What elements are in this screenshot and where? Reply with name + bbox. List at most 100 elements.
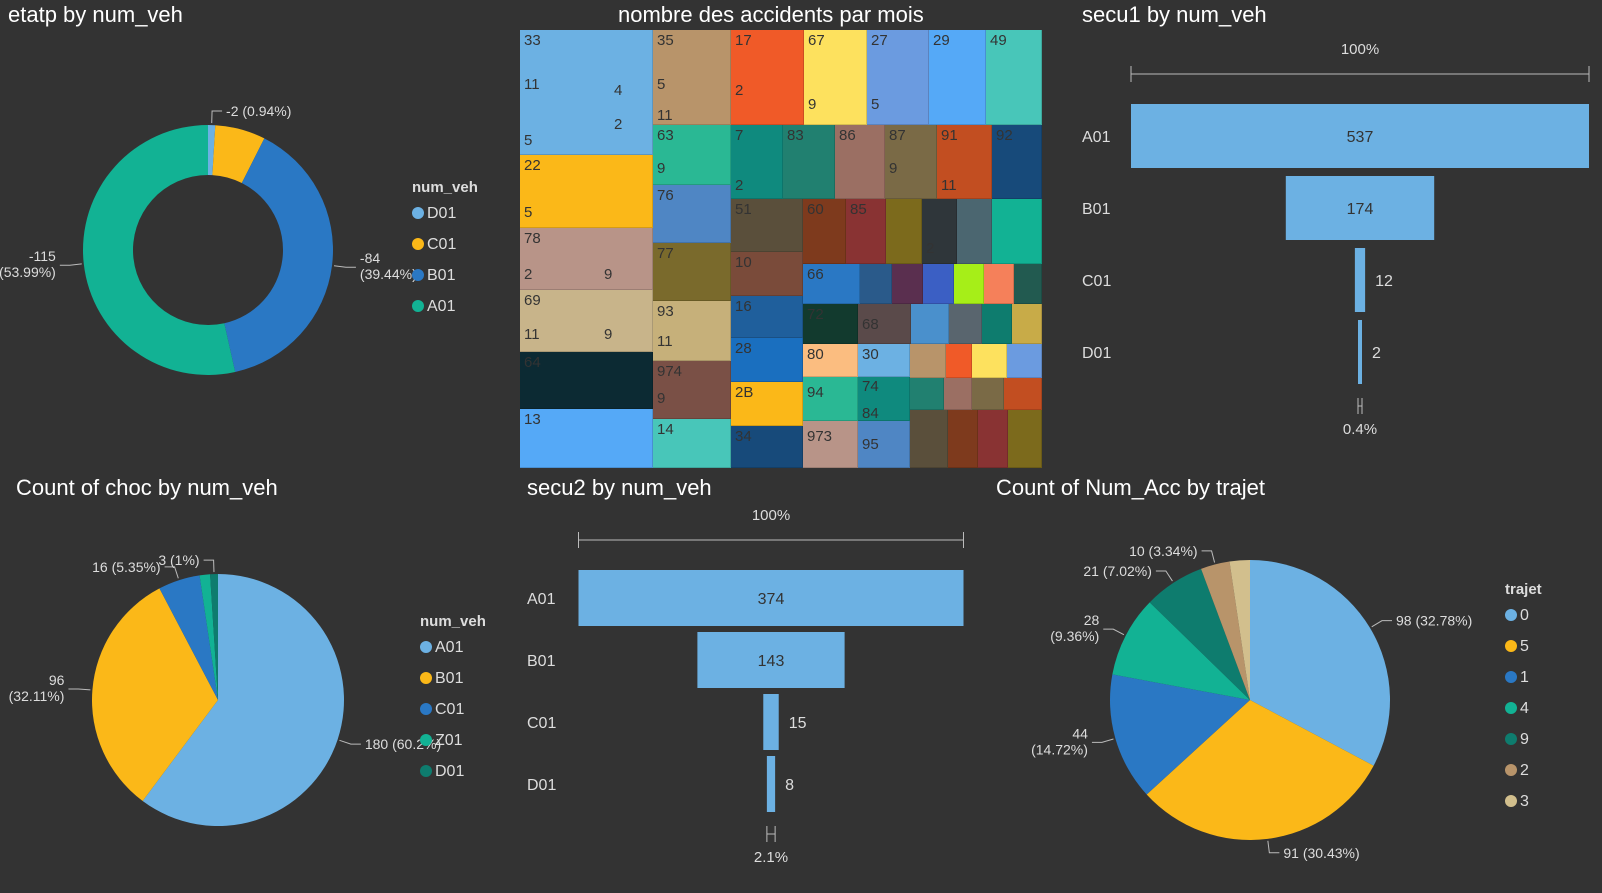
trajet-legend-item-3[interactable]: 3 (1520, 793, 1529, 810)
secu1-bar-c01[interactable] (1354, 248, 1366, 312)
treemap-cell[interactable] (783, 125, 835, 199)
treemap-cell[interactable] (803, 199, 846, 264)
treemap-cell[interactable] (520, 228, 653, 290)
choc-slice-b01[interactable] (92, 588, 218, 801)
treemap-cell[interactable] (803, 421, 858, 468)
choc-slice-a01[interactable] (142, 574, 344, 826)
treemap-cell[interactable] (731, 426, 803, 468)
treemap-cell[interactable] (520, 352, 653, 409)
choc-legend-item-z01[interactable]: Z01 (435, 732, 463, 749)
treemap-cell[interactable] (992, 125, 1042, 199)
trajet-legend-item-9[interactable]: 9 (1520, 731, 1529, 748)
treemap-cell[interactable] (653, 30, 731, 125)
treemap-cell[interactable] (731, 30, 804, 125)
treemap-cell[interactable] (929, 30, 986, 125)
treemap-cell[interactable] (910, 344, 946, 378)
treemap-cell[interactable] (803, 344, 858, 377)
treemap-cell[interactable] (858, 344, 910, 377)
treemap-cell[interactable] (892, 264, 923, 304)
treemap-cell[interactable] (520, 290, 653, 352)
trajet-legend-item-0[interactable]: 0 (1520, 607, 1529, 624)
treemap-cell[interactable] (978, 410, 1008, 468)
treemap-cell[interactable] (910, 410, 948, 468)
trajet-legend-item-5[interactable]: 5 (1520, 638, 1529, 655)
treemap-cell[interactable] (835, 125, 885, 199)
etatp-legend-item-a01[interactable]: A01 (427, 298, 456, 315)
treemap-cell[interactable] (982, 304, 1012, 344)
trajet-slice-0[interactable] (1250, 560, 1390, 766)
treemap-cell[interactable] (984, 264, 1014, 304)
trajet-slice-2[interactable] (1201, 561, 1250, 700)
treemap-cell[interactable] (922, 199, 957, 264)
treemap-cell[interactable] (923, 264, 954, 304)
treemap-cell[interactable] (858, 304, 911, 344)
etatp-legend-item-b01[interactable]: B01 (427, 267, 456, 284)
trajet-slice-3[interactable] (1229, 560, 1250, 700)
treemap-cell[interactable] (911, 304, 949, 344)
treemap-cell[interactable] (937, 125, 992, 199)
treemap-cell[interactable] (886, 199, 922, 264)
trajet-legend-item-2[interactable]: 2 (1520, 762, 1529, 779)
treemap-cell[interactable] (731, 199, 803, 252)
treemap-cell[interactable] (653, 361, 731, 419)
trajet-slice-1[interactable] (1110, 674, 1250, 795)
treemap-cell[interactable] (986, 30, 1042, 125)
treemap-cell[interactable] (858, 421, 910, 468)
treemap-cell[interactable] (653, 419, 731, 468)
treemap-cell[interactable] (946, 344, 972, 378)
choc-slice-d01[interactable] (210, 574, 218, 700)
etatp-slice-c01[interactable] (212, 125, 265, 184)
treemap-cell[interactable] (1014, 264, 1042, 304)
secu1-bar-d01[interactable] (1358, 320, 1362, 384)
treemap-cell[interactable] (653, 301, 731, 361)
choc-legend-item-b01[interactable]: B01 (435, 670, 464, 687)
treemap-cell[interactable] (803, 304, 858, 344)
treemap-cell[interactable] (972, 344, 1007, 378)
trajet-slice-4[interactable] (1112, 602, 1250, 700)
secu2-funnel-chart[interactable]: 100% A01 374 B01 143 C01 15 D01 8 2.1% (515, 505, 995, 890)
treemap-cell[interactable] (948, 410, 978, 468)
treemap-cell[interactable] (992, 199, 1042, 264)
etatp-legend-item-c01[interactable]: C01 (427, 236, 456, 253)
choc-pie-chart[interactable]: 180 (60.2%)96 (32.11%)16 (5.35%)3 (1%)num… (0, 512, 510, 890)
etatp-legend-item-d01[interactable]: D01 (427, 205, 456, 222)
choc-legend-item-d01[interactable]: D01 (435, 763, 464, 780)
secu2-bar-d01[interactable] (766, 756, 776, 812)
treemap-cell[interactable] (731, 252, 803, 296)
treemap-chart[interactable]: 33 11 4 2 5 35 5 11 17 2 67 9 27 5 29 49 22 5 63 9 7 2 83 86 87 9… (520, 30, 1042, 468)
treemap-cell[interactable] (731, 338, 803, 382)
choc-slice-z01[interactable] (199, 574, 218, 700)
treemap-cell[interactable] (520, 409, 653, 468)
secu2-bar-a01[interactable] (578, 570, 964, 626)
treemap-cell[interactable] (803, 377, 858, 421)
secu1-bar-a01[interactable] (1131, 104, 1589, 168)
treemap-cell[interactable] (731, 296, 803, 338)
trajet-pie-chart[interactable]: 98 (32.78%) 91 (30.43%) 44 (14.72%) 28 (9.36%… (1000, 512, 1600, 890)
treemap-cell[interactable] (653, 125, 731, 185)
choc-slice-c01[interactable] (159, 575, 218, 700)
treemap-cell[interactable] (804, 30, 867, 125)
secu2-bar-b01[interactable] (697, 632, 845, 688)
treemap-cell[interactable] (949, 304, 982, 344)
treemap-cell[interactable] (1007, 344, 1042, 378)
trajet-slice-9[interactable] (1149, 568, 1250, 700)
etatp-slice-d01[interactable] (208, 125, 216, 176)
treemap-cell[interactable] (954, 264, 984, 304)
treemap-cell[interactable] (731, 382, 803, 426)
treemap-cell[interactable] (846, 199, 886, 264)
trajet-slice-5[interactable] (1146, 700, 1374, 840)
secu1-funnel-chart[interactable]: 100% A01 537 B01 174 C01 12 D01 2 0.4% (1060, 30, 1600, 460)
etatp-slice-a01[interactable] (83, 125, 236, 375)
treemap-cell[interactable] (803, 264, 860, 304)
treemap-cell[interactable] (957, 199, 992, 264)
treemap-cell[interactable] (520, 30, 653, 155)
treemap-cell[interactable] (885, 125, 937, 199)
treemap-cell[interactable] (1012, 304, 1042, 344)
etatp-slice-b01[interactable] (224, 138, 333, 373)
treemap-cell[interactable] (867, 30, 929, 125)
trajet-legend-item-1[interactable]: 1 (1520, 669, 1529, 686)
choc-legend-item-c01[interactable]: C01 (435, 701, 464, 718)
treemap-cell[interactable] (520, 155, 653, 228)
treemap-cell[interactable] (944, 378, 972, 410)
secu2-bar-c01[interactable] (763, 694, 779, 750)
